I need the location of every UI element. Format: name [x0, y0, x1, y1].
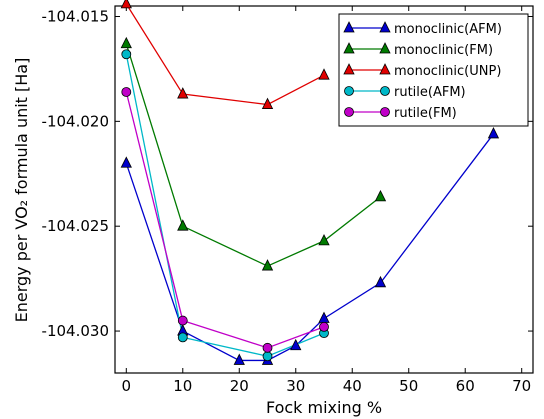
legend-entry-label: monoclinic(AFM) — [394, 22, 502, 37]
x-tick-label: 10 — [173, 377, 192, 395]
data-point-monoclinic-afm — [233, 353, 245, 365]
legend-entry-label: monoclinic(FM) — [394, 43, 493, 58]
data-point-monoclinic-fm — [120, 36, 132, 49]
series-line-monoclinic-afm — [125, 133, 494, 362]
legend-marker — [344, 107, 354, 117]
x-tick-label: 50 — [399, 377, 418, 395]
x-tick-label: 40 — [343, 377, 362, 395]
markers-layer — [120, 0, 500, 365]
y-axis-label: Energy per VO₂ formula unit [Ha] — [12, 58, 31, 323]
x-tick-label: 0 — [122, 377, 132, 395]
legend-entry-label: rutile(FM) — [394, 106, 457, 121]
series-line-rutile-fm — [125, 91, 325, 349]
data-point-rutile-afm — [177, 332, 188, 343]
axis-ticks: 0 10 20 30 40 50 60 70 -104.015 -104.020 -104.025 -… — [42, 6, 533, 395]
data-point-monoclinic-afm — [290, 338, 302, 351]
legend: monoclinic(AFM) monoclinic(FM) monoclinic(… — [338, 13, 529, 127]
series-line-monoclinic-unp — [126, 6, 325, 106]
legend-entry-label: monoclinic(UNP) — [394, 64, 501, 79]
y-tick-label: -104.025 — [42, 217, 109, 235]
legend-marker — [379, 21, 391, 33]
legend-marker — [343, 42, 355, 54]
x-axis-label: Fock mixing % — [266, 398, 382, 417]
y-tick-label: -104.015 — [42, 7, 109, 25]
data-point-monoclinic-fm — [177, 219, 189, 231]
data-point-monoclinic-afm — [374, 275, 387, 288]
legend-marker — [343, 63, 355, 75]
data-point-monoclinic-fm — [374, 189, 387, 202]
x-tick-label: 70 — [512, 377, 531, 395]
plot-frame — [114, 5, 534, 374]
data-point-rutile-fm — [121, 87, 132, 97]
data-point-rutile-afm — [262, 351, 273, 362]
data-point-rutile-fm — [177, 315, 188, 326]
x-tick-label: 60 — [456, 377, 475, 395]
x-tick-label: 20 — [230, 377, 249, 395]
data-point-monoclinic-afm — [120, 156, 132, 168]
data-point-monoclinic-unp — [177, 87, 189, 99]
data-point-rutile-fm — [319, 321, 329, 332]
data-point-monoclinic-unp — [261, 97, 274, 109]
legend-entry-label: rutile(AFM) — [394, 85, 466, 100]
data-point-monoclinic-afm — [487, 127, 500, 139]
legend-marker — [379, 63, 391, 75]
data-point-monoclinic-fm — [261, 259, 274, 271]
data-point-monoclinic-unp — [318, 68, 330, 80]
legend-marker — [343, 21, 355, 33]
data-point-rutile-fm — [262, 342, 273, 353]
legend-marker — [380, 107, 390, 117]
data-point-monoclinic-unp — [120, 0, 132, 9]
legend-marker — [379, 42, 391, 54]
x-tick-label: 30 — [286, 377, 305, 395]
data-point-monoclinic-afm — [318, 311, 330, 323]
data-point-monoclinic-fm — [318, 233, 330, 246]
legend-marker — [380, 86, 390, 96]
legend-marker — [344, 86, 354, 96]
y-tick-label: -104.020 — [42, 112, 109, 130]
y-tick-label: -104.030 — [42, 322, 109, 340]
data-point-rutile-afm — [121, 49, 132, 60]
